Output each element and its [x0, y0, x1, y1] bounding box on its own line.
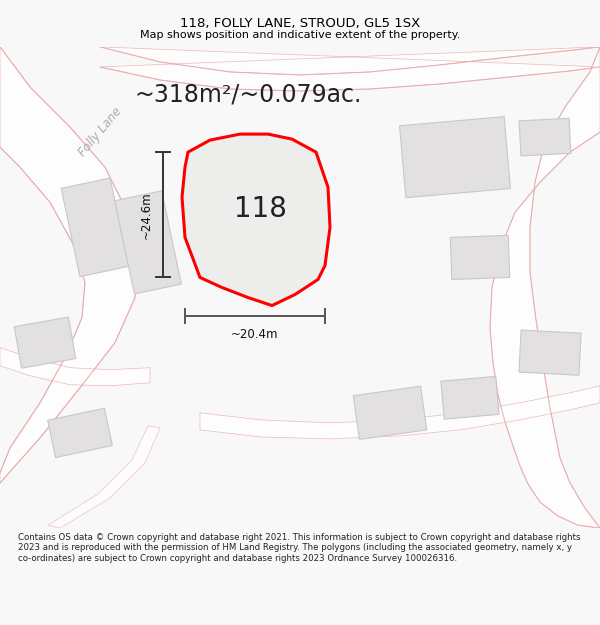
Polygon shape — [14, 317, 76, 368]
Text: ~24.6m: ~24.6m — [140, 191, 153, 239]
Polygon shape — [0, 348, 150, 386]
Polygon shape — [47, 408, 112, 458]
Text: Map shows position and indicative extent of the property.: Map shows position and indicative extent… — [140, 30, 460, 40]
Polygon shape — [100, 47, 600, 91]
Polygon shape — [61, 178, 129, 277]
Polygon shape — [205, 149, 308, 249]
Polygon shape — [400, 117, 511, 198]
Polygon shape — [115, 191, 181, 294]
Polygon shape — [519, 330, 581, 375]
Text: 118, FOLLY LANE, STROUD, GL5 1SX: 118, FOLLY LANE, STROUD, GL5 1SX — [180, 18, 420, 31]
Text: Contains OS data © Crown copyright and database right 2021. This information is : Contains OS data © Crown copyright and d… — [18, 533, 581, 562]
Polygon shape — [490, 47, 600, 528]
Polygon shape — [441, 376, 499, 419]
Polygon shape — [182, 134, 330, 306]
Polygon shape — [450, 236, 510, 279]
Text: ~318m²/~0.079ac.: ~318m²/~0.079ac. — [134, 83, 362, 107]
Text: Folly Lane: Folly Lane — [76, 105, 124, 159]
Polygon shape — [353, 386, 427, 439]
Polygon shape — [200, 386, 600, 439]
Text: 118: 118 — [233, 195, 286, 223]
Polygon shape — [48, 426, 160, 528]
Polygon shape — [519, 118, 571, 156]
Polygon shape — [0, 47, 140, 483]
Text: ~20.4m: ~20.4m — [231, 328, 279, 341]
